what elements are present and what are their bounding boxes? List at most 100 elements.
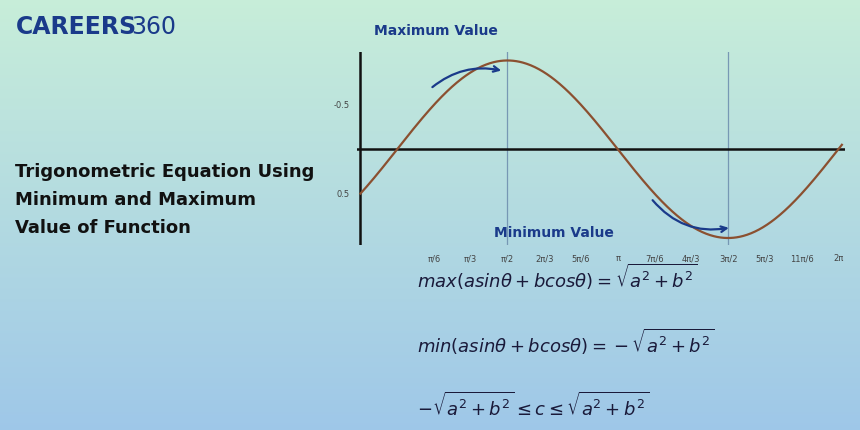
Bar: [0, 44, 860, 45]
Bar: [0, 215, 860, 216]
Bar: [0, 171, 860, 172]
Bar: [0, 273, 860, 274]
Bar: [0, 17, 860, 18]
Bar: [0, 229, 860, 230]
Bar: [0, 115, 860, 116]
Bar: [0, 252, 860, 253]
Bar: [0, 271, 860, 272]
Bar: [0, 168, 860, 169]
Bar: [0, 181, 860, 182]
Bar: [0, 322, 860, 323]
Bar: [0, 407, 860, 408]
Bar: [0, 4, 860, 5]
Bar: [0, 335, 860, 336]
Bar: [0, 200, 860, 201]
Bar: [0, 108, 860, 109]
Bar: [0, 51, 860, 52]
Bar: [0, 397, 860, 398]
Bar: [0, 239, 860, 240]
Bar: [0, 179, 860, 180]
Bar: [0, 366, 860, 367]
Bar: [0, 265, 860, 266]
Bar: [0, 10, 860, 11]
Bar: [0, 353, 860, 354]
Bar: [0, 365, 860, 366]
Bar: [0, 332, 860, 333]
Bar: [0, 255, 860, 256]
Bar: [0, 225, 860, 226]
Bar: [0, 31, 860, 32]
Bar: [0, 42, 860, 43]
Bar: [0, 85, 860, 86]
Bar: [0, 345, 860, 346]
Bar: [0, 319, 860, 320]
Bar: [0, 100, 860, 101]
Bar: [0, 52, 860, 53]
Bar: [0, 260, 860, 261]
Bar: [0, 358, 860, 359]
Bar: [0, 374, 860, 375]
Bar: [0, 258, 860, 259]
Bar: [0, 83, 860, 84]
Bar: [0, 283, 860, 284]
Bar: [0, 26, 860, 27]
Bar: [0, 387, 860, 388]
Bar: [0, 401, 860, 402]
Bar: [0, 400, 860, 401]
Bar: [0, 429, 860, 430]
Bar: [0, 131, 860, 132]
Bar: [0, 231, 860, 232]
Bar: [0, 367, 860, 368]
Bar: [0, 282, 860, 283]
Bar: [0, 64, 860, 65]
Bar: [0, 47, 860, 48]
Bar: [0, 216, 860, 217]
Bar: [0, 60, 860, 61]
Bar: [0, 152, 860, 153]
Bar: [0, 267, 860, 268]
Bar: [0, 412, 860, 413]
Bar: [0, 329, 860, 330]
Bar: [0, 62, 860, 63]
Bar: [0, 240, 860, 241]
Bar: [0, 35, 860, 36]
Bar: [0, 410, 860, 411]
Bar: [0, 76, 860, 77]
Bar: [0, 223, 860, 224]
Bar: [0, 293, 860, 294]
Bar: [0, 245, 860, 246]
Bar: [0, 37, 860, 38]
Bar: [0, 90, 860, 91]
Bar: [0, 40, 860, 41]
Bar: [0, 350, 860, 351]
Bar: [0, 162, 860, 163]
Bar: [0, 404, 860, 405]
Bar: [0, 119, 860, 120]
Bar: [0, 315, 860, 316]
Bar: [0, 196, 860, 197]
Bar: [0, 409, 860, 410]
Bar: [0, 32, 860, 33]
Bar: [0, 205, 860, 206]
Bar: [0, 371, 860, 372]
Bar: [0, 234, 860, 235]
Bar: [0, 286, 860, 287]
Bar: [0, 153, 860, 154]
Bar: [0, 191, 860, 192]
Bar: [0, 377, 860, 378]
Bar: [0, 135, 860, 136]
Bar: [0, 133, 860, 134]
Bar: [0, 299, 860, 300]
Bar: [0, 29, 860, 30]
Bar: [0, 112, 860, 113]
Bar: [0, 166, 860, 167]
Bar: [0, 394, 860, 395]
Bar: [0, 53, 860, 54]
Bar: [0, 58, 860, 59]
Bar: [0, 117, 860, 118]
Bar: [0, 370, 860, 371]
Bar: [0, 6, 860, 7]
Bar: [0, 426, 860, 427]
Bar: [0, 327, 860, 328]
Bar: [0, 68, 860, 69]
